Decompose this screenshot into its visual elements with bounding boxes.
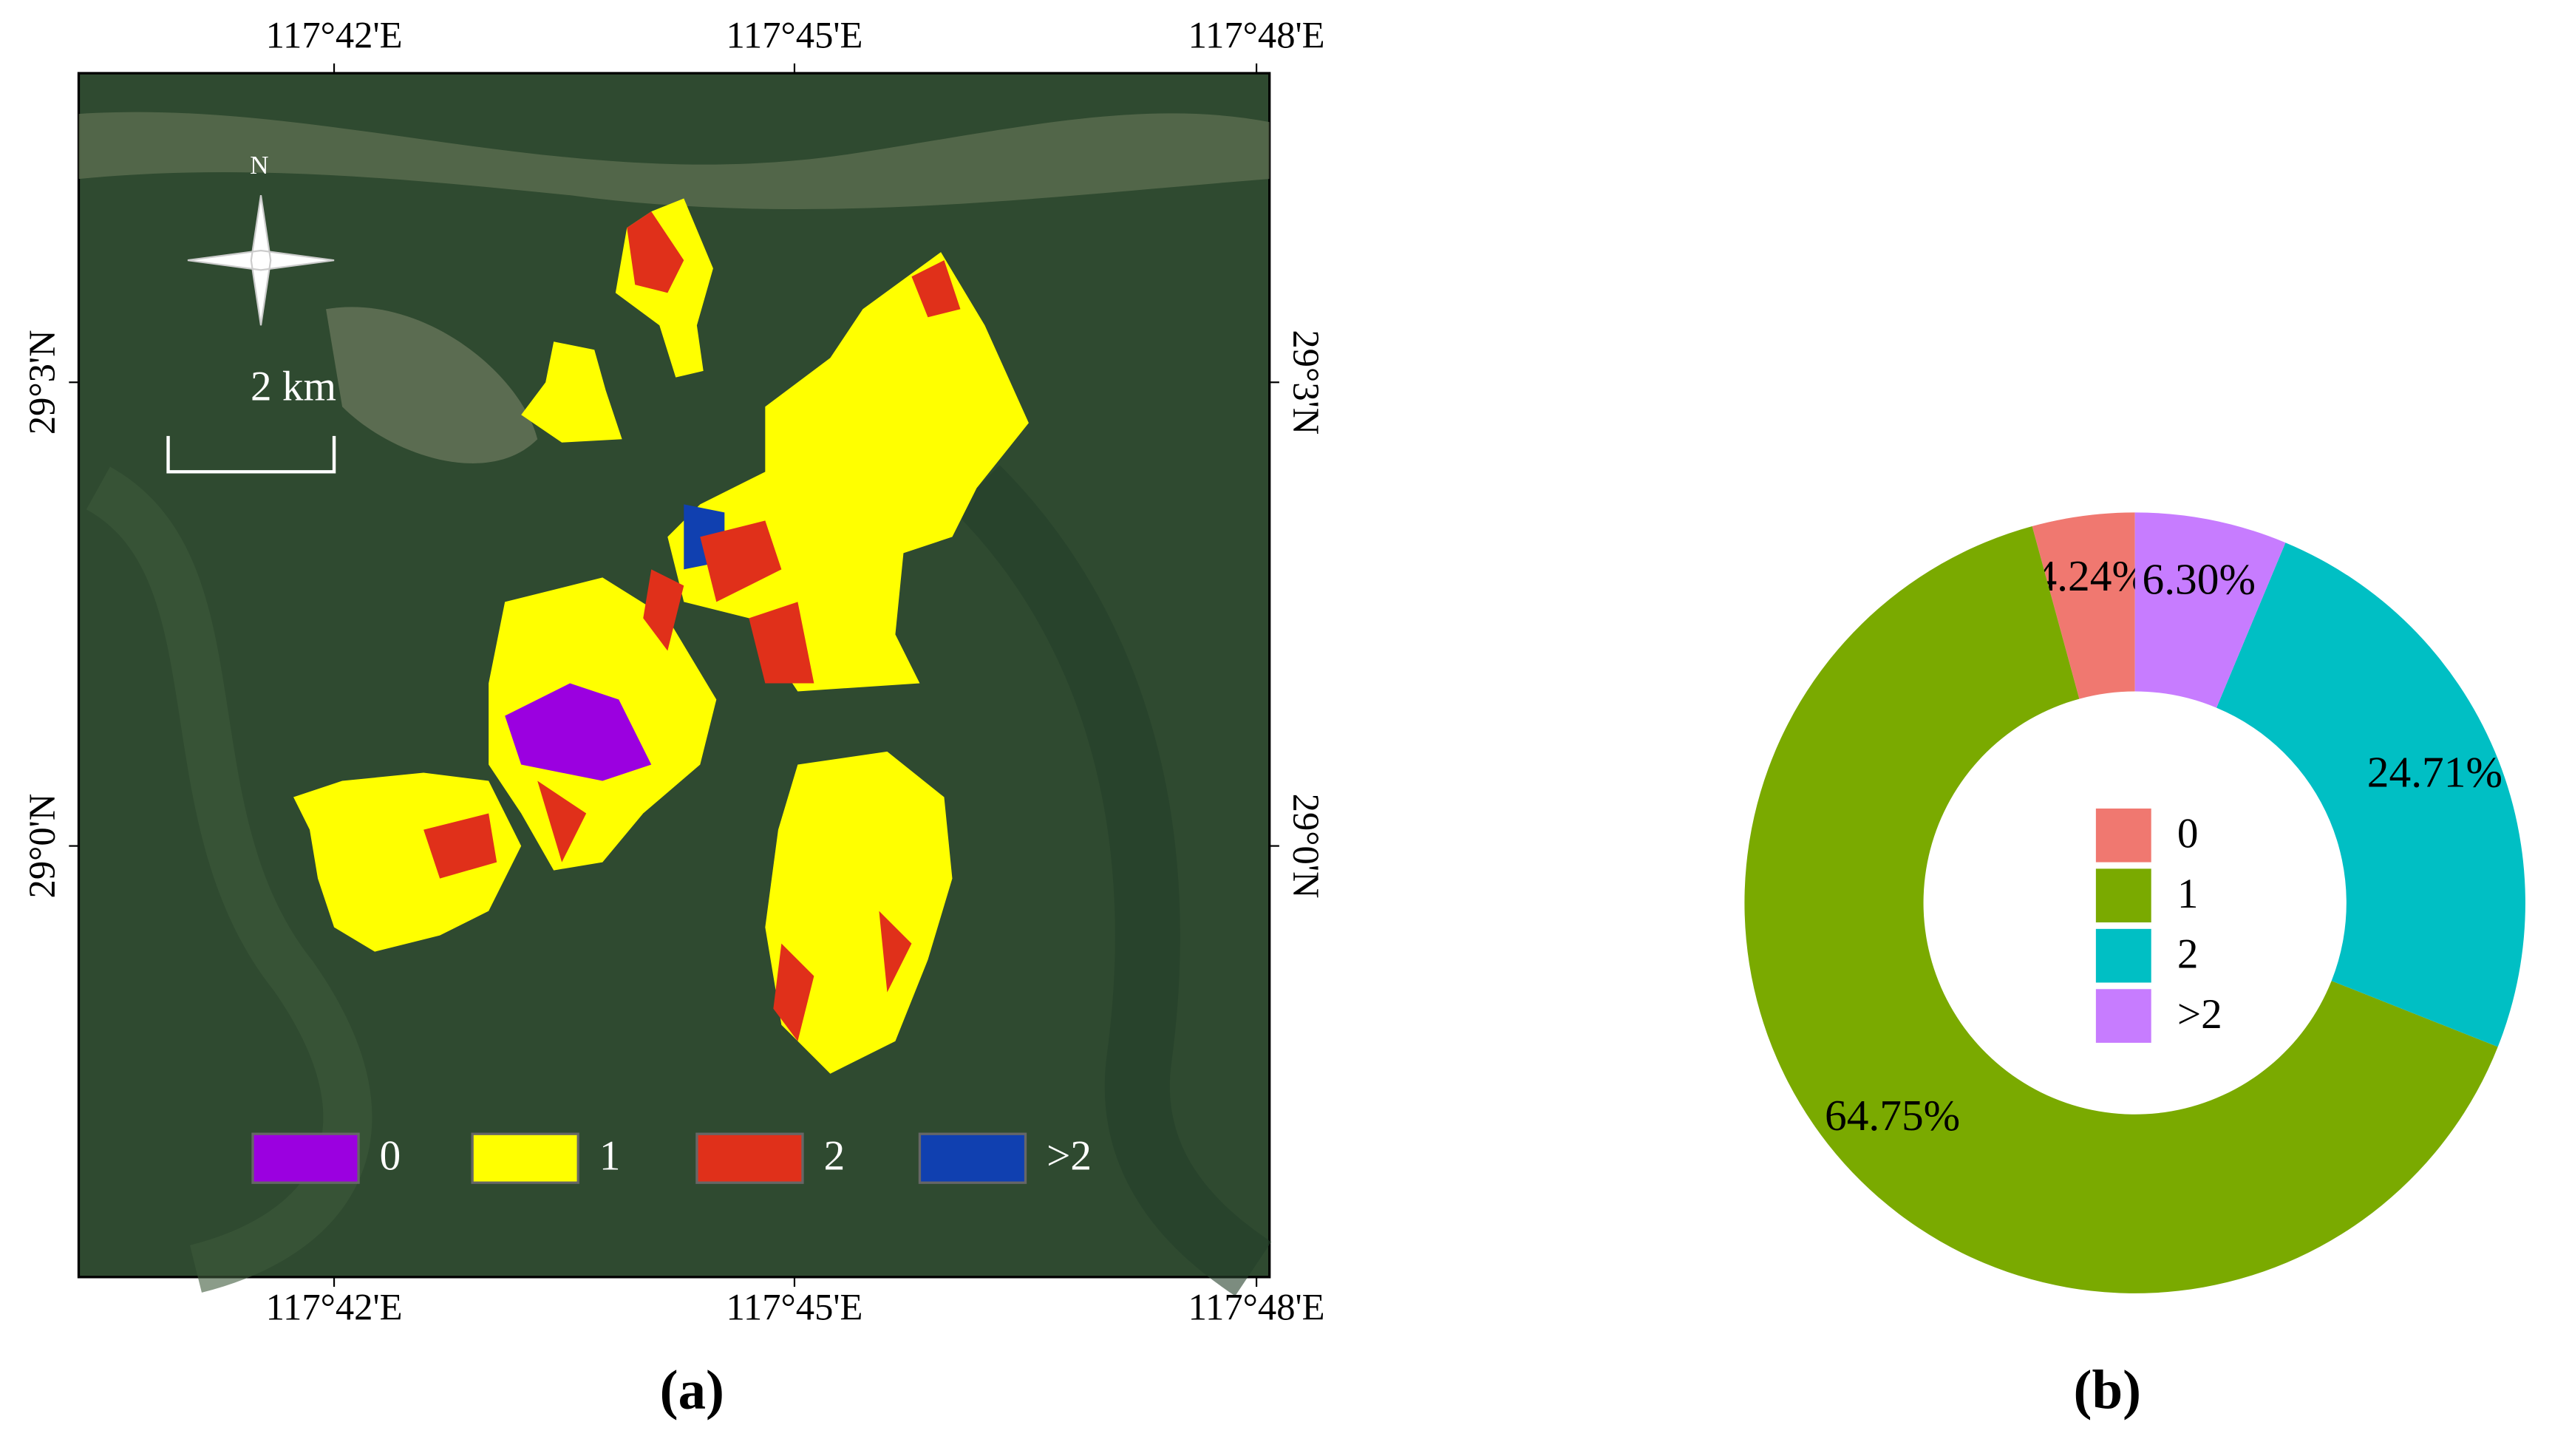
legend-swatch [695, 1132, 804, 1184]
donut-slice [2216, 542, 2525, 1047]
lon-label: 117°42'E [266, 1287, 403, 1328]
lat-label: 29°3'N [21, 330, 63, 435]
town [326, 307, 538, 463]
legend-swatch [471, 1132, 579, 1184]
legend-label: 2 [2177, 931, 2199, 978]
legend-label: 1 [2177, 871, 2199, 917]
legend-swatch [2095, 808, 2151, 863]
value-label: 64.75% [1825, 1091, 1960, 1140]
lon-label: 117°48'E [1188, 14, 1325, 55]
lon-label: 117°45'E [727, 14, 863, 55]
value-label: 6.30% [2143, 555, 2256, 604]
map-ticks: 117°42'E 117°42'E 117°45'E 117°45'E 117°48'E… [21, 14, 1327, 1327]
ridge [953, 465, 1272, 1296]
legend-swatch [2095, 989, 2151, 1043]
donut-slice [1744, 525, 2498, 1293]
burn-area-2 [423, 211, 961, 1041]
burn-area-0 [505, 683, 652, 781]
legend-label: 2 [824, 1133, 845, 1180]
legend-label: 1 [599, 1133, 621, 1180]
donut-slice [2032, 512, 2135, 699]
legend-label: >2 [2177, 991, 2222, 1038]
lon-label: 117°45'E [727, 1287, 863, 1328]
legend-swatch [2095, 928, 2151, 983]
burn-area [293, 772, 522, 952]
map-legend: 0 1 2 >2 [251, 1132, 1092, 1184]
legend-swatch [251, 1132, 360, 1184]
north-label: N [250, 151, 268, 180]
scale-bar [166, 435, 336, 474]
legend-label: >2 [1047, 1133, 1092, 1180]
burn-area [765, 751, 953, 1074]
value-label: 4.24% [2035, 551, 2148, 600]
valley [78, 112, 1270, 209]
caption: (b) [2074, 1360, 2141, 1421]
legend-label: 0 [2177, 811, 2199, 857]
map-panel: N 2 km 0 1 2 >2 117°42'E117°42'E117°45'E117… [21, 14, 1327, 1421]
ridge [85, 466, 372, 1293]
legend-label: 0 [380, 1133, 401, 1180]
lon-label: 117°42'E [266, 14, 403, 55]
legend-swatch [918, 1132, 1027, 1184]
north-arrow: N [187, 151, 335, 326]
donut-panel: (b) 4.24% 64.75% 24.71% 6.30% 0 1 2 >2 [1744, 512, 2525, 1421]
lat-label: 29°0'N [1285, 794, 1327, 899]
lat-label: 29°3'N [1285, 330, 1327, 435]
burn-area [521, 341, 622, 443]
donut-slice [2134, 512, 2286, 708]
lon-label: 117°48'E [1188, 1287, 1325, 1328]
scale-label: 2 km [251, 363, 336, 409]
legend-swatch [2095, 868, 2151, 923]
lat-label: 29°0'N [21, 794, 63, 899]
value-label: 24.71% [2367, 747, 2502, 796]
burn-area [667, 252, 1029, 692]
caption: (a) [660, 1360, 724, 1421]
